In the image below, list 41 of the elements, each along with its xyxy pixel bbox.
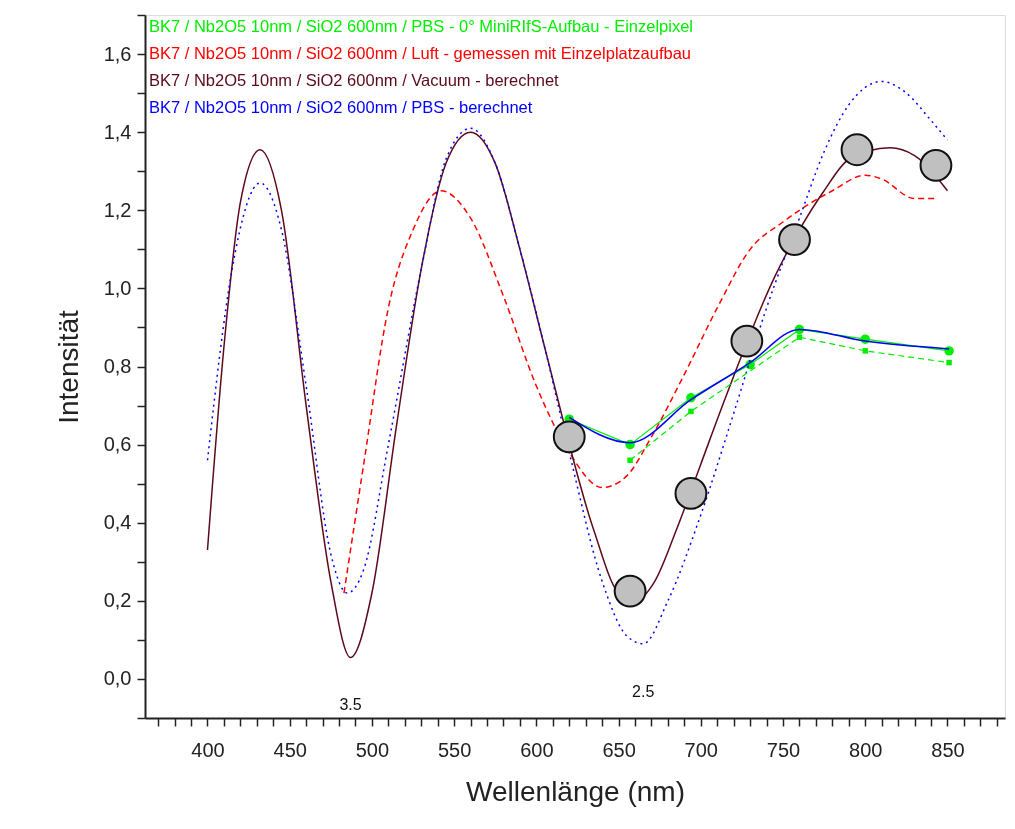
y-tick-label: 0,6 [103,433,132,456]
point [688,408,694,415]
point [944,346,954,356]
point [730,324,764,358]
y-tick-label: 0,4 [103,511,132,534]
point [919,148,953,182]
point [862,348,868,354]
x-tick-label: 450 [273,738,307,761]
text: BK7 / Nb2O5 10nm / SiO2 600nm / Vacuum - berechnet [149,71,560,89]
text: BK7 / Nb2O5 10nm / SiO2 600nm / PBS - 0° MiniRIfS-Aufbau - Einzelpixel [149,17,694,35]
x-tick-label: 700 [684,738,718,761]
x-tick-label: 800 [849,738,883,761]
x-tick-label: 400 [191,738,225,761]
text: BK7 / Nb2O5 10nm / SiO2 600nm / PBS - berechnet [149,98,533,116]
annotation: 2.5 [632,682,655,700]
point [674,477,708,510]
point [627,457,633,463]
point [613,574,647,608]
y-tick-label: 0,2 [103,589,132,612]
y-tick-label: 0,8 [103,355,132,377]
y-tick-label: 1,6 [103,42,132,65]
point [552,420,586,454]
line-series [343,174,937,594]
y-axis-title: Intensität [52,309,84,424]
y-tick-label: 1,2 [103,198,132,221]
y-tick-label: 1,0 [103,276,132,299]
x-tick-label: 850 [931,738,965,761]
y-tick-label: 0,0 [103,667,132,690]
x-tick-label: 750 [766,738,801,761]
annotation: 3.5 [339,696,362,714]
x-tick-label: 500 [355,738,390,761]
x-axis-title: Wellenlänge (nm) [466,775,685,807]
point [796,334,803,340]
text: BK7 / Nb2O5 10nm / SiO2 600nm / Luft - gemessen mit Einzelplatzaufbau [149,44,692,62]
point [840,133,874,167]
point [946,359,952,366]
point [778,223,811,256]
x-tick-label: 650 [602,738,636,761]
x-tick-label: 550 [437,738,472,761]
y-tick-label: 1,4 [103,120,132,143]
x-tick-label: 600 [520,738,554,761]
